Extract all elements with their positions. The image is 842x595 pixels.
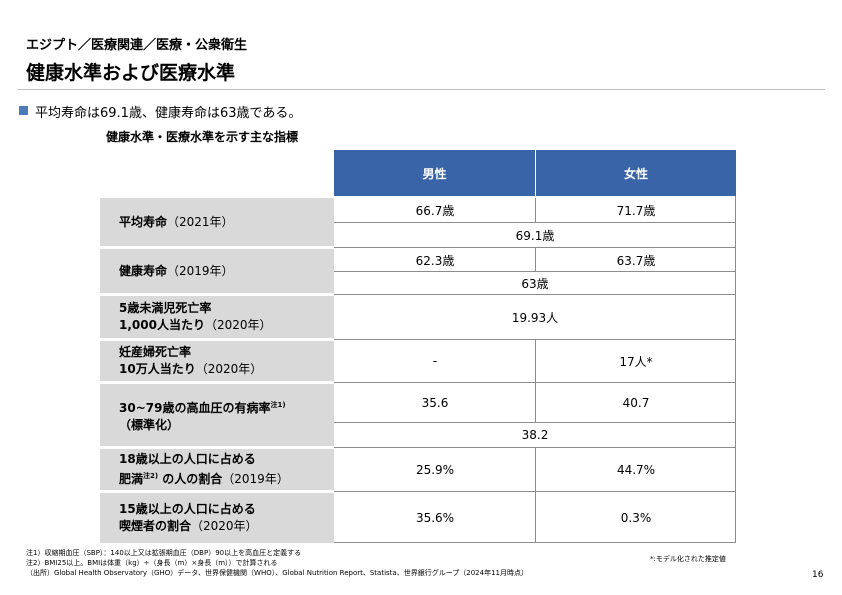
row-header-maternal-mortality: 妊産婦死亡率 10万人当たり（2020年） [100, 341, 334, 381]
grid-line [334, 271, 736, 272]
page-number: 16 [812, 570, 824, 580]
cell-healthy-female: 63.7歳 [616, 253, 656, 268]
source-note: （出所）Global Health Observatory（GHO）データ、世界… [26, 569, 528, 577]
summary-bullet: 平均寿命は69.1歳、健康寿命は63歳である。 [35, 106, 302, 121]
row-separator [100, 338, 334, 341]
model-estimate-note: *:モデル化された推定値 [650, 555, 726, 563]
row-header-healthy-life: 健康寿命（2019年） [100, 249, 334, 293]
grid-line [535, 247, 536, 271]
row-separator [100, 246, 334, 249]
row-header-under5-mortality: 5歳未満児死亡率 1,000人当たり（2020年） [100, 296, 334, 338]
row-header-hypertension: 30~79歳の高血圧の有病率注1) （標準化） [100, 384, 334, 446]
grid-line [334, 222, 736, 223]
cell-hypertension-combined: 38.2 [521, 428, 549, 442]
bullet-square-icon [19, 106, 28, 115]
cell-obesity-female: 44.7% [616, 462, 656, 477]
column-header-female: 女性 [536, 150, 736, 196]
cell-healthy-male: 62.3歳 [415, 253, 455, 268]
grid-line [535, 198, 536, 222]
cell-life-combined: 69.1歳 [515, 228, 555, 243]
grid-line [535, 447, 536, 543]
column-header-male: 男性 [334, 150, 535, 196]
row-separator [100, 293, 334, 296]
indicator-table: 男性 女性 平均寿命（2021年） 健康寿命（2019年） 5歳未満児死亡率 1,… [100, 150, 736, 543]
cell-healthy-combined: 63歳 [521, 276, 549, 291]
row-separator [100, 446, 334, 449]
cell-under5-combined: 19.93人 [511, 310, 559, 325]
grid-line [334, 294, 736, 295]
grid-line [535, 339, 536, 422]
grid-line [735, 196, 736, 543]
footnote-1: 注1）収縮期血圧（SBP）：140以上又は拡張期血圧（DBP）90以上を高血圧と… [26, 549, 302, 557]
grid-line [334, 422, 736, 423]
cell-maternal-male: - [432, 354, 438, 368]
cell-obesity-male: 25.9% [415, 462, 455, 477]
row-header-life-expectancy: 平均寿命（2021年） [100, 198, 334, 246]
cell-hypertension-female: 40.7 [622, 396, 650, 410]
table-title: 健康水準・医療水準を示す主な指標 [106, 130, 299, 144]
breadcrumb: エジプト／医療関連／医療・公衆衛生 [26, 38, 248, 53]
row-header-smoking: 15歳以上の人口に占める 喫煙者の割合（2020年） [100, 493, 334, 543]
row-separator [100, 490, 334, 493]
cell-life-male: 66.7歳 [415, 203, 455, 218]
footnotes: 注1）収縮期血圧（SBP）：140以上又は拡張期血圧（DBP）90以上を高血圧と… [26, 548, 528, 578]
cell-smoking-female: 0.3% [620, 511, 652, 525]
cell-maternal-female: 17人* [619, 354, 653, 369]
page-title: 健康水準および医療水準 [26, 62, 236, 84]
row-separator [100, 381, 334, 384]
title-divider [17, 89, 825, 90]
cell-hypertension-male: 35.6 [421, 396, 449, 410]
row-header-obesity: 18歳以上の人口に占める 肥満注2) の人の割合（2019年） [100, 449, 334, 490]
cell-smoking-male: 35.6% [415, 511, 455, 525]
footnote-2: 注2）BMI25以上。BMIは体重（kg）÷（身長（m）×身長（m））で計算され… [26, 559, 278, 567]
cell-life-female: 71.7歳 [616, 203, 656, 218]
